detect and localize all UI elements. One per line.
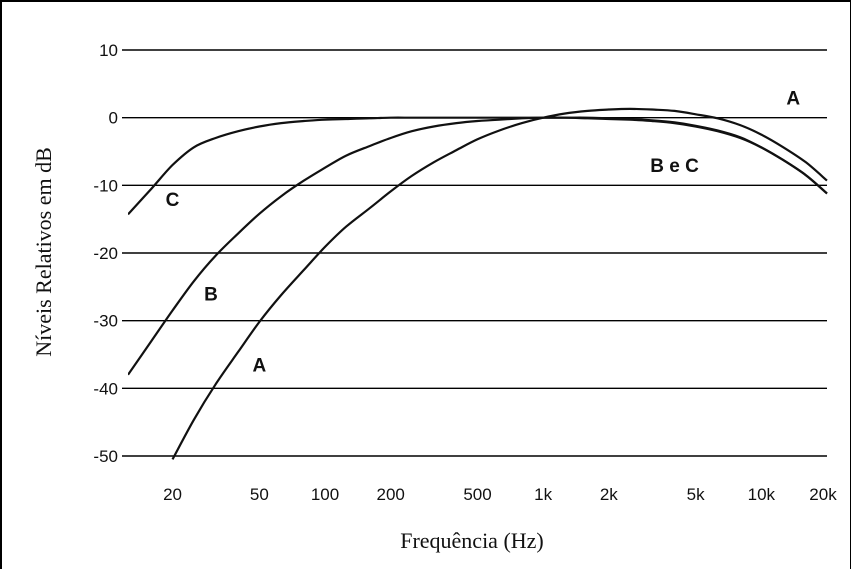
curve-label: A (786, 88, 800, 109)
curve-labels: A B e C C B A (166, 88, 801, 376)
curve-c (128, 116, 828, 216)
curve-label: B (204, 285, 218, 306)
y-tick-label: -50 (93, 447, 118, 466)
x-tick-labels: 20 50 100 200 500 1k 2k 5k 10k 20k (163, 485, 837, 504)
x-tick-label: 100 (311, 485, 339, 504)
x-tick-label: 20k (809, 485, 837, 504)
curve-a (171, 107, 828, 460)
curve-b (128, 116, 828, 376)
y-tick-labels: 10 0 -10 -20 -30 -40 -50 (93, 41, 118, 466)
curve-label: A (252, 356, 266, 377)
curves (128, 107, 828, 460)
y-tick-label: 0 (109, 109, 118, 128)
x-tick-label: 1k (534, 485, 552, 504)
curve-label: C (166, 190, 180, 211)
x-tick-label: 20 (163, 485, 182, 504)
x-tick-label: 10k (748, 485, 776, 504)
y-tick-label: -10 (93, 176, 118, 195)
y-tick-label: -40 (93, 379, 118, 398)
y-axis-title: Níveis Relativos em dB (31, 147, 56, 357)
x-tick-label: 2k (600, 485, 618, 504)
y-tick-label: -20 (93, 244, 118, 263)
x-tick-label: 5k (687, 485, 705, 504)
y-tick-label: 10 (99, 41, 118, 60)
x-tick-label: 200 (376, 485, 404, 504)
gridlines (122, 49, 827, 457)
curve-label: B e C (650, 156, 699, 177)
x-axis-title: Frequência (Hz) (400, 528, 544, 553)
x-tick-label: 50 (250, 485, 269, 504)
y-tick-label: -30 (93, 312, 118, 331)
x-tick-label: 500 (463, 485, 491, 504)
